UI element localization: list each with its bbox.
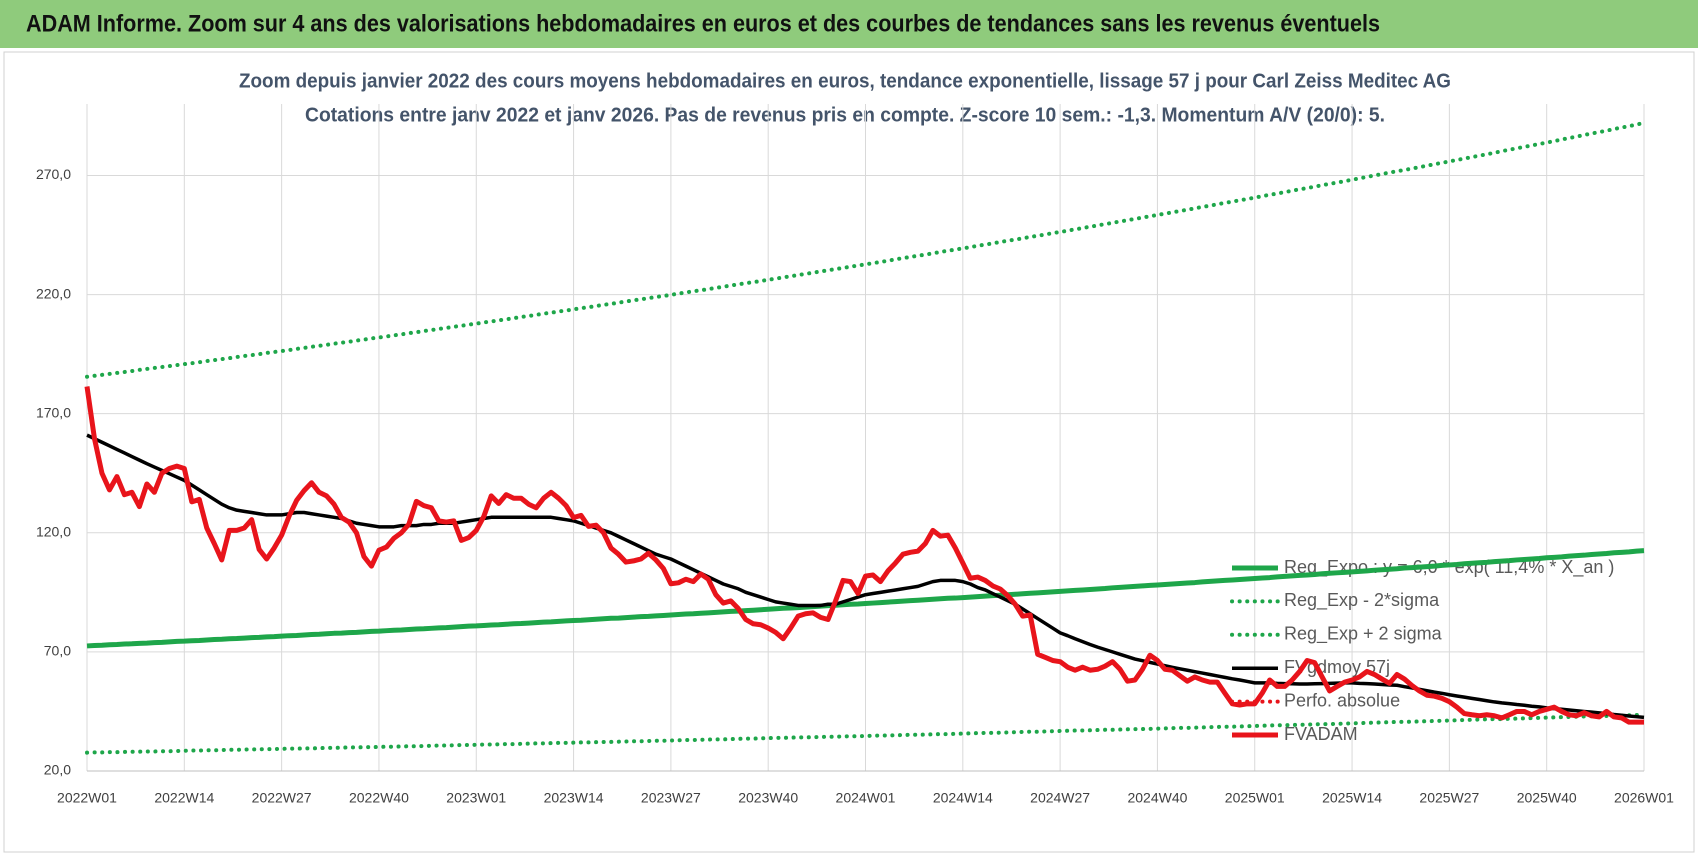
header-title: ADAM Informe. Zoom sur 4 ans des valoris… xyxy=(26,10,1380,37)
legend-label: Reg_Exp - 2*sigma xyxy=(1284,590,1440,611)
header-bar xyxy=(0,0,1698,48)
x-tick-label: 2025W27 xyxy=(1419,790,1479,806)
x-tick-label: 2025W40 xyxy=(1517,790,1577,806)
x-tick-label: 2026W01 xyxy=(1614,790,1674,806)
series-line xyxy=(84,386,1644,725)
y-tick-label: 170,0 xyxy=(36,404,71,420)
chart-title: Zoom depuis janvier 2022 des cours moyen… xyxy=(239,70,1451,92)
x-tick-label: 2024W14 xyxy=(933,790,993,806)
x-tick-label: 2024W40 xyxy=(1127,790,1187,806)
plot xyxy=(84,121,1646,755)
legend-label: FVADAM xyxy=(1284,724,1358,744)
x-tick-label: 2023W40 xyxy=(738,790,798,806)
y-tick-label: 220,0 xyxy=(36,285,71,301)
x-tick-label: 2022W27 xyxy=(252,790,312,806)
x-tick-label: 2023W14 xyxy=(544,790,604,806)
series-line xyxy=(85,121,1646,379)
legend-label: Perfo. absolue xyxy=(1284,690,1400,710)
series-line xyxy=(86,548,1645,649)
y-tick-label: 70,0 xyxy=(44,643,71,659)
chart-frame xyxy=(3,51,1695,853)
x-tick-label: 2023W01 xyxy=(446,790,506,806)
y-tick-label: 120,0 xyxy=(36,523,71,539)
chart-subtitle: Cotations entre janv 2022 et janv 2026. … xyxy=(305,104,1385,126)
x-tick-label: 2022W40 xyxy=(349,790,409,806)
x-tick-label: 2025W01 xyxy=(1225,790,1285,806)
x-tick-label: 2022W01 xyxy=(57,790,117,806)
grid: 20,0 70,0 120,0 170,0 220,0 270,0 2022W01 2022W… xyxy=(36,104,1674,806)
x-tick-label: 2022W14 xyxy=(154,790,214,806)
x-tick-label: 2024W27 xyxy=(1030,790,1090,806)
legend-label: Reg_Exp + 2 sigma xyxy=(1284,624,1443,645)
y-tick-label: 270,0 xyxy=(36,166,71,182)
x-tick-label: 2023W27 xyxy=(641,790,701,806)
series-line xyxy=(85,712,1646,755)
x-tick-label: 2024W01 xyxy=(836,790,896,806)
y-tick-label: 20,0 xyxy=(44,762,71,778)
x-tick-label: 2025W14 xyxy=(1322,790,1382,806)
